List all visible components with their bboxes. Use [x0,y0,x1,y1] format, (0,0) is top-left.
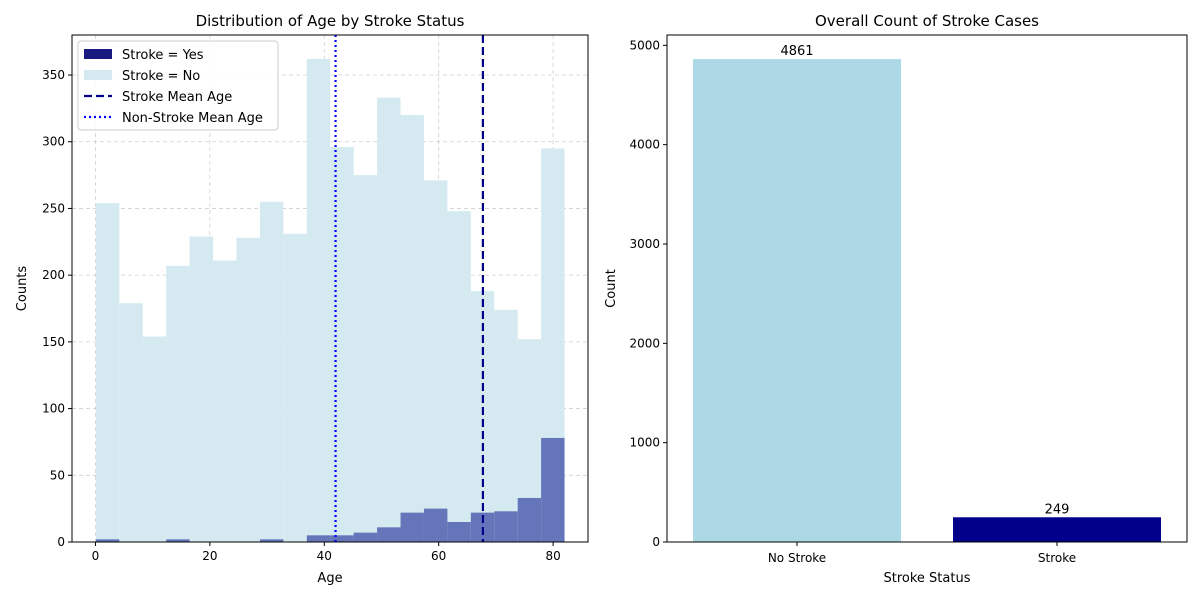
bar-value-label: 249 [1045,502,1070,517]
bar-no-stroke [693,59,901,543]
histogram-bar-stroke-no [189,236,214,542]
histogram-title: Distribution of Age by Stroke Status [196,12,465,30]
y-tick-label: 0 [652,535,660,549]
histogram-bar-stroke-yes [400,512,424,542]
y-tick-label: 5000 [629,38,660,52]
y-tick-label: 0 [57,535,65,549]
y-tick-label: 3000 [629,237,660,251]
histogram-bar-stroke-yes [517,497,542,542]
legend-box [77,40,279,131]
histogram-bar-stroke-no [470,291,495,542]
legend-item-stroke-mean-age-label: Stroke Mean Age [122,90,232,105]
bar-chart-y-axis-label: Count [604,269,619,308]
y-tick-label: 1000 [629,436,660,450]
legend-item-stroke-no-label: Stroke = No [122,69,200,84]
histogram-bar-stroke-yes [166,539,190,542]
histogram-bar-stroke-yes [541,437,565,542]
histogram-legend: Stroke = Yes Stroke = No Stroke Mean Age No… [77,40,279,131]
bar-chart-x-axis-label: Stroke Status [884,571,971,586]
histogram-bar-stroke-no [213,260,237,542]
x-tick-label: 0 [92,549,100,563]
y-tick-label: 50 [50,468,65,482]
histogram-bar-stroke-no [330,147,354,543]
histogram-bar-stroke-yes [447,521,471,542]
y-tick-label: 4000 [629,138,660,152]
histogram-bar-stroke-no [259,201,284,543]
x-tick-label: 80 [545,549,560,563]
histogram-bar-stroke-yes [330,535,354,542]
histogram-mean-lines [334,35,485,542]
histogram-x-axis-label: Age [317,571,342,586]
bar-stroke [953,517,1161,542]
x-tick-label: 20 [202,549,217,563]
stroke-count-bar-panel: No Stroke Stroke 0 1000 2000 3000 4000 5000 48… [604,12,1188,586]
bar-value-label: 4861 [780,44,813,59]
y-tick-label: 2000 [629,336,660,350]
histogram-bar-stroke-no [494,309,518,542]
legend-item-stroke-no-swatch [84,70,112,80]
y-tick-label: 150 [42,335,65,349]
histogram-bar-stroke-no [517,339,542,542]
histogram-axes-frame [71,34,589,543]
histogram-bar-stroke-no [236,237,260,543]
histogram-y-ticks: 0 50 100 150 200 250 300 350 [42,68,72,549]
histogram-bar-stroke-no [447,211,471,542]
histogram-bar-stroke-no [377,97,401,543]
age-histogram-panel: 0 20 40 60 80 0 50 100 150 200 250 300 350 Distribu… [15,12,589,586]
x-tick-label: 40 [317,549,332,563]
y-tick-label: 250 [42,201,65,215]
histogram-bars-stroke-yes [95,437,565,542]
x-tick-label: 60 [431,549,446,563]
legend-item-stroke-yes-label: Stroke = Yes [122,48,204,63]
histogram-bar-stroke-no [119,303,143,542]
histogram-bar-stroke-no [95,203,120,542]
histogram-y-axis-label: Counts [15,266,30,312]
bar-chart-y-ticks: 0 1000 2000 3000 4000 5000 [629,38,667,549]
histogram-bar-stroke-no [283,233,307,542]
histogram-bar-stroke-no [306,59,331,543]
legend-item-stroke-yes-swatch [84,49,112,59]
histogram-bar-stroke-yes [494,511,518,542]
bar-chart-bars [693,59,1161,543]
histogram-bar-stroke-no [142,336,167,542]
histogram-bar-stroke-yes [423,508,448,542]
histogram-bar-stroke-yes [377,527,401,542]
x-tick-label: Stroke [1038,551,1076,565]
histogram-bar-stroke-yes [306,535,331,542]
histogram-bar-stroke-no [423,180,448,542]
y-tick-label: 100 [42,402,65,416]
x-tick-label: No Stroke [768,551,826,565]
legend-item-non-stroke-mean-age-label: Non-Stroke Mean Age [122,111,263,126]
histogram-bar-stroke-no [400,115,424,542]
y-tick-label: 200 [42,268,65,282]
histogram-x-ticks: 0 20 40 60 80 [92,542,561,563]
histogram-bar-stroke-yes [95,539,120,542]
histogram-bar-stroke-no [353,175,378,542]
histogram-bar-stroke-yes [259,539,284,542]
histogram-bar-stroke-yes [353,532,378,542]
bar-chart-value-labels: 4861 249 [780,44,1069,517]
y-tick-label: 300 [42,135,65,149]
y-tick-label: 350 [42,68,65,82]
bar-chart-title: Overall Count of Stroke Cases [815,12,1039,30]
histogram-bar-stroke-no [166,265,190,542]
bar-chart-x-ticks: No Stroke Stroke [768,542,1076,565]
bar-chart-axes-frame [666,34,1188,543]
